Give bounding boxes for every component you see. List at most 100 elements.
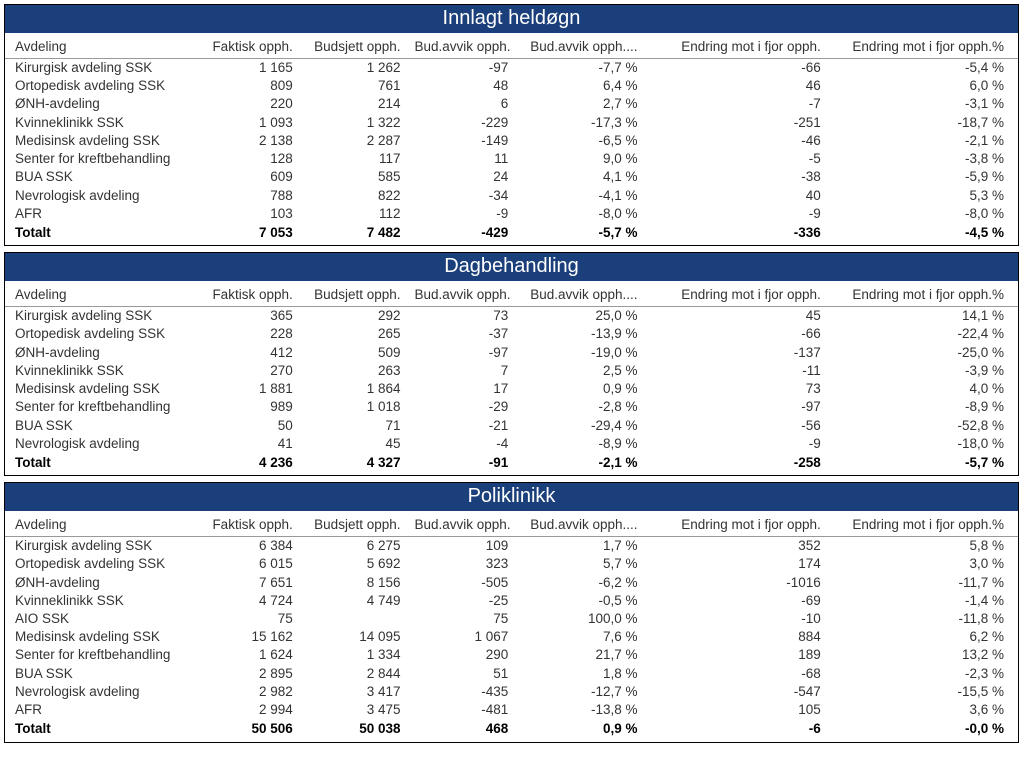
table-row: ØNH-avdeling22021462,7 %-7-3,1 % <box>5 95 1018 113</box>
value-cell: 15 162 <box>199 628 307 646</box>
value-cell: 1 881 <box>199 380 307 398</box>
value-cell: -251 <box>652 114 835 132</box>
column-header: Endring mot i fjor opph.% <box>835 33 1018 59</box>
section-1: DagbehandlingAvdelingFaktisk opph.Budsje… <box>4 252 1019 476</box>
dept-name: Medisinsk avdeling SSK <box>5 628 199 646</box>
value-cell: 788 <box>199 187 307 205</box>
column-header: Endring mot i fjor opph.% <box>835 281 1018 307</box>
value-cell: 2 844 <box>307 665 415 683</box>
value-cell: 4,0 % <box>835 380 1018 398</box>
value-cell: 1 018 <box>307 398 415 416</box>
total-value: -5,7 % <box>835 453 1018 475</box>
value-cell: -9 <box>652 435 835 453</box>
table-row: Senter for kreftbehandling9891 018-29-2,… <box>5 398 1018 416</box>
value-cell: -6,5 % <box>522 132 651 150</box>
value-cell: 290 <box>415 646 523 664</box>
value-cell: 3,6 % <box>835 701 1018 719</box>
dept-name: ØNH-avdeling <box>5 574 199 592</box>
total-value: 7 053 <box>199 223 307 245</box>
value-cell: 1 624 <box>199 646 307 664</box>
total-row: Totalt50 50650 0384680,9 %-6-0,0 % <box>5 719 1018 741</box>
value-cell: 323 <box>415 555 523 573</box>
data-table: AvdelingFaktisk opph.Budsjett opph.Bud.a… <box>5 511 1018 741</box>
data-table: AvdelingFaktisk opph.Budsjett opph.Bud.a… <box>5 281 1018 475</box>
value-cell: 1,7 % <box>522 537 651 556</box>
value-cell: -18,7 % <box>835 114 1018 132</box>
value-cell: -4,1 % <box>522 187 651 205</box>
total-value: -5,7 % <box>522 223 651 245</box>
column-header: Endring mot i fjor opph. <box>652 33 835 59</box>
value-cell: 50 <box>199 417 307 435</box>
value-cell: 5 692 <box>307 555 415 573</box>
value-cell: -97 <box>415 59 523 78</box>
section-0: Innlagt heldøgnAvdelingFaktisk opph.Buds… <box>4 4 1019 246</box>
value-cell: 40 <box>652 187 835 205</box>
total-value: -258 <box>652 453 835 475</box>
value-cell: 761 <box>307 77 415 95</box>
dept-name: Kirurgisk avdeling SSK <box>5 307 199 326</box>
table-row: Senter for kreftbehandling128117119,0 %-… <box>5 150 1018 168</box>
value-cell: 6,2 % <box>835 628 1018 646</box>
value-cell: 7,6 % <box>522 628 651 646</box>
table-row: ØNH-avdeling7 6518 156-505-6,2 %-1016-11… <box>5 574 1018 592</box>
value-cell: 365 <box>199 307 307 326</box>
dept-name: Ortopedisk avdeling SSK <box>5 555 199 573</box>
total-label: Totalt <box>5 453 199 475</box>
value-cell: -19,0 % <box>522 344 651 362</box>
value-cell: 128 <box>199 150 307 168</box>
section-2: PoliklinikkAvdelingFaktisk opph.Budsjett… <box>4 482 1019 742</box>
value-cell: -22,4 % <box>835 325 1018 343</box>
total-value: -4,5 % <box>835 223 1018 245</box>
value-cell: 1 334 <box>307 646 415 664</box>
value-cell: -12,7 % <box>522 683 651 701</box>
value-cell: 2 138 <box>199 132 307 150</box>
value-cell: 17 <box>415 380 523 398</box>
value-cell: 8 156 <box>307 574 415 592</box>
table-row: Ortopedisk avdeling SSK228265-37-13,9 %-… <box>5 325 1018 343</box>
value-cell: -11,7 % <box>835 574 1018 592</box>
value-cell: 7 <box>415 362 523 380</box>
column-header: Bud.avvik opph.... <box>522 511 651 537</box>
value-cell: 48 <box>415 77 523 95</box>
value-cell: -149 <box>415 132 523 150</box>
value-cell: 263 <box>307 362 415 380</box>
value-cell: -3,1 % <box>835 95 1018 113</box>
value-cell: -8,9 % <box>522 435 651 453</box>
section-title: Poliklinikk <box>5 483 1018 511</box>
column-header: Faktisk opph. <box>199 511 307 537</box>
table-row: Kvinneklinikk SSK27026372,5 %-11-3,9 % <box>5 362 1018 380</box>
dept-name: BUA SSK <box>5 168 199 186</box>
table-header-row: AvdelingFaktisk opph.Budsjett opph.Bud.a… <box>5 33 1018 59</box>
value-cell: -46 <box>652 132 835 150</box>
dept-name: ØNH-avdeling <box>5 344 199 362</box>
value-cell: 189 <box>652 646 835 664</box>
value-cell: -8,9 % <box>835 398 1018 416</box>
value-cell: 1 262 <box>307 59 415 78</box>
value-cell: 4 724 <box>199 592 307 610</box>
value-cell: -8,0 % <box>522 205 651 223</box>
table-row: Nevrologisk avdeling2 9823 417-435-12,7 … <box>5 683 1018 701</box>
dept-name: Kirurgisk avdeling SSK <box>5 59 199 78</box>
value-cell: -66 <box>652 325 835 343</box>
table-row: Medisinsk avdeling SSK2 1382 287-149-6,5… <box>5 132 1018 150</box>
value-cell: 809 <box>199 77 307 95</box>
dept-name: Senter for kreftbehandling <box>5 646 199 664</box>
value-cell: 352 <box>652 537 835 556</box>
value-cell: 6,4 % <box>522 77 651 95</box>
value-cell: -1016 <box>652 574 835 592</box>
value-cell: 2 982 <box>199 683 307 701</box>
column-header: Bud.avvik opph.... <box>522 33 651 59</box>
value-cell: 265 <box>307 325 415 343</box>
value-cell: -5,4 % <box>835 59 1018 78</box>
table-row: Medisinsk avdeling SSK15 16214 0951 0677… <box>5 628 1018 646</box>
table-row: Kirurgisk avdeling SSK3652927325,0 %4514… <box>5 307 1018 326</box>
value-cell: 103 <box>199 205 307 223</box>
value-cell: 9,0 % <box>522 150 651 168</box>
total-value: 4 236 <box>199 453 307 475</box>
value-cell: 25,0 % <box>522 307 651 326</box>
value-cell: -15,5 % <box>835 683 1018 701</box>
table-row: Medisinsk avdeling SSK1 8811 864170,9 %7… <box>5 380 1018 398</box>
column-header: Bud.avvik opph. <box>415 281 523 307</box>
total-value: -91 <box>415 453 523 475</box>
value-cell: -2,3 % <box>835 665 1018 683</box>
